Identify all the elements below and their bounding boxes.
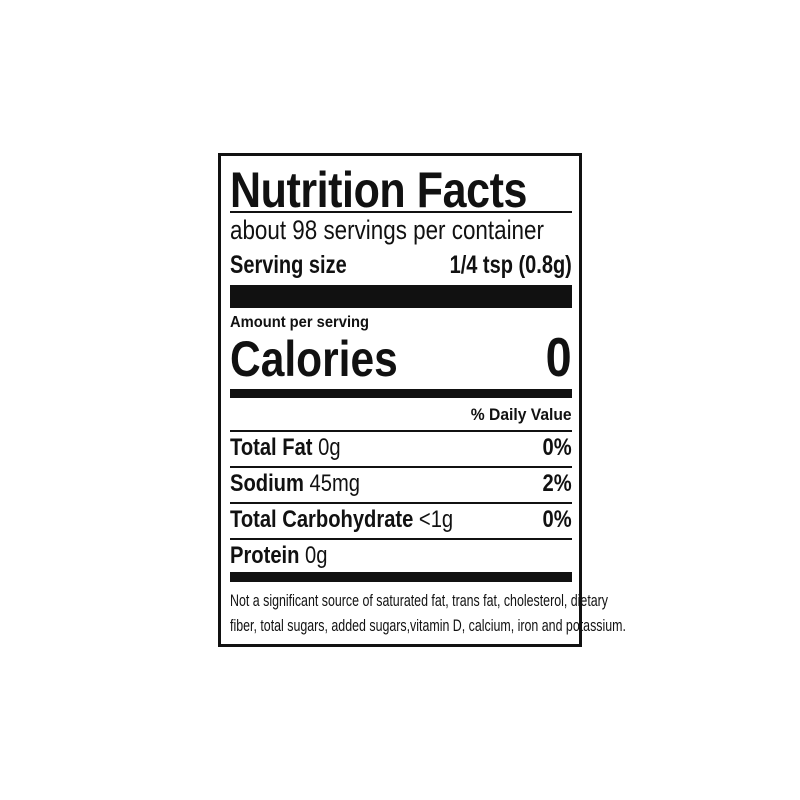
nutrient-amount: <1g: [418, 506, 454, 533]
calories-label: Calories: [230, 331, 398, 387]
medium-divider: [230, 572, 572, 582]
thick-divider: [230, 285, 572, 308]
nutrient-name: Total Fat: [230, 434, 313, 461]
nutrient-row-sodium: Sodium 45mg: [230, 472, 360, 496]
nutrient-row-total-carbohydrate: Total Carbohydrate <1g: [230, 508, 453, 532]
nutrient-name: Protein: [230, 542, 300, 569]
serving-size-value: 1/4 tsp (0.8g): [449, 251, 572, 279]
medium-divider: [230, 389, 572, 398]
nutrient-amount: 45mg: [309, 470, 360, 497]
footnote-line-1: Not a significant source of saturated fa…: [230, 591, 609, 610]
nutrient-name: Sodium: [230, 470, 304, 497]
nutrient-row-protein: Protein 0g: [230, 544, 327, 568]
divider: [230, 466, 572, 468]
divider: [230, 502, 572, 504]
divider: [230, 211, 572, 213]
nutrient-amount: 0g: [318, 434, 341, 461]
calories-value: 0: [545, 326, 572, 388]
serving-size-label: Serving size: [230, 251, 347, 279]
nutrition-facts-label: Nutrition Facts about 98 servings per co…: [218, 153, 626, 647]
divider: [230, 430, 572, 432]
daily-value-header: % Daily Value: [471, 405, 572, 424]
nutrient-amount: 0g: [305, 542, 328, 569]
nutrient-row-total-fat: Total Fat 0g: [230, 436, 341, 460]
nutrient-dv: 2%: [542, 470, 572, 497]
servings-per-container: about 98 servings per container: [230, 215, 544, 245]
divider: [230, 538, 572, 540]
footnote-line-2: fiber, total sugars, added sugars,vitami…: [230, 616, 626, 635]
label-title: Nutrition Facts: [230, 162, 527, 218]
nutrient-dv: 0%: [542, 434, 572, 461]
nutrient-name: Total Carbohydrate: [230, 506, 414, 533]
amount-per-serving: Amount per serving: [230, 314, 370, 331]
nutrient-dv: 0%: [542, 506, 572, 533]
